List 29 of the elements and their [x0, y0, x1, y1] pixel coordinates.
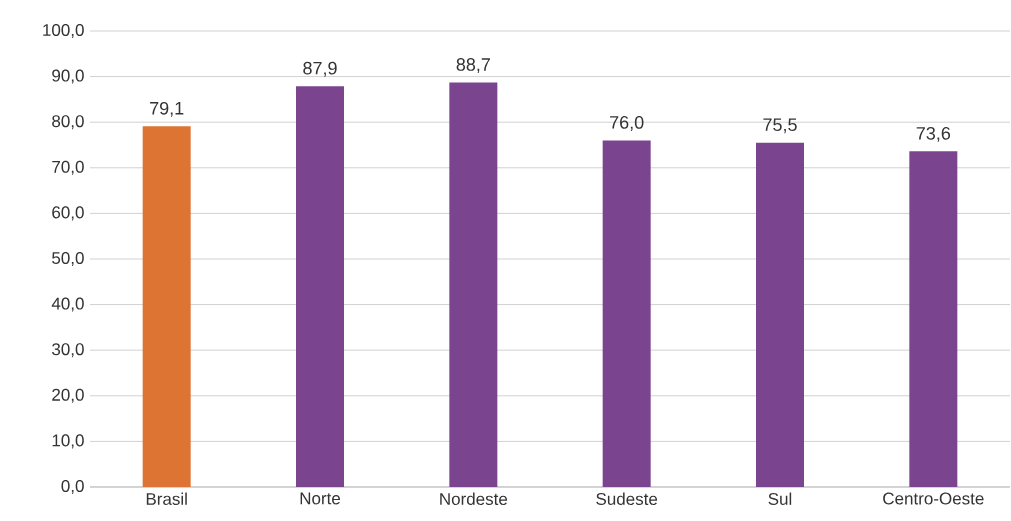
data-label: 87,9: [303, 61, 337, 77]
bar: [602, 140, 651, 487]
data-label: 76,0: [610, 116, 644, 131]
bar: [449, 82, 498, 487]
y-tick-label: 100,0: [43, 23, 84, 39]
data-label: 73,6: [916, 126, 951, 142]
y-tick-label: 0,0: [61, 479, 84, 495]
data-label: 75,5: [763, 118, 797, 134]
x-tick-label: Sudeste: [596, 492, 658, 506]
x-tick-label: Norte: [300, 492, 341, 505]
y-tick-label: 60,0: [52, 206, 84, 221]
y-tick-label: 80,0: [52, 115, 84, 130]
y-tick-label: 90,0: [52, 69, 84, 84]
bar: [142, 126, 191, 487]
y-tick-label: 30,0: [52, 343, 84, 358]
bar: [909, 151, 958, 487]
x-tick-label: Sul: [768, 492, 792, 506]
y-tick-label: 70,0: [52, 160, 84, 175]
bar: [756, 142, 804, 487]
bar: [296, 86, 345, 487]
x-tick-label: Centro-Oeste: [883, 492, 984, 505]
y-tick-label: 10,0: [52, 434, 84, 449]
y-tick-label: 50,0: [52, 251, 84, 267]
y-tick-label: 40,0: [51, 297, 84, 312]
x-tick-label: Nordeste: [440, 492, 508, 506]
data-label: 88,7: [456, 58, 490, 73]
y-tick-label: 20,0: [52, 388, 84, 403]
data-label: 79,1: [150, 101, 184, 117]
x-tick-label: Brasil: [146, 492, 187, 506]
